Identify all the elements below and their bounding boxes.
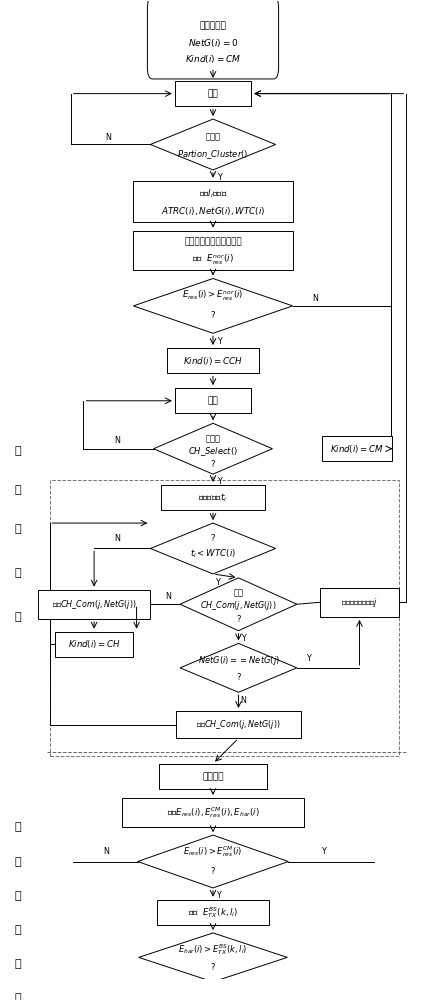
Text: $ATRC(i), NetG(i), WTC(i)$: $ATRC(i), NetG(i), WTC(i)$ [161, 205, 265, 217]
Text: $E_{res}(i)>E_{res}^{nor}(i)$: $E_{res}(i)>E_{res}^{nor}(i)$ [182, 289, 244, 303]
Text: 接收: 接收 [233, 588, 244, 597]
Text: $Kind(i)=CM$: $Kind(i)=CM$ [331, 443, 384, 455]
Text: Y: Y [217, 337, 222, 346]
Text: Y: Y [215, 578, 220, 587]
Bar [49, 480, 399, 756]
Bar [320, 588, 400, 617]
Text: 接收到: 接收到 [205, 132, 221, 141]
Text: ?: ? [211, 534, 215, 543]
Text: $NetG(i)=0$: $NetG(i)=0$ [188, 37, 238, 49]
Text: ?: ? [211, 867, 215, 876]
Text: 计算  $E_{TX}^{BS}(k,l_i)$: 计算 $E_{TX}^{BS}(k,l_i)$ [188, 905, 238, 920]
Text: Y: Y [306, 654, 311, 663]
Text: $CH\_Select()$: $CH\_Select()$ [188, 445, 238, 458]
Text: Y: Y [217, 477, 222, 486]
Text: 丢弃$CH\_Com(j,NetG(j))$: 丢弃$CH\_Com(j,NetG(j))$ [196, 718, 281, 731]
Text: 传: 传 [14, 891, 21, 901]
Text: 阶: 阶 [14, 959, 21, 969]
Text: $Kind(i)=CCH$: $Kind(i)=CCH$ [183, 355, 243, 367]
Polygon shape [180, 578, 297, 631]
Text: 收集数据: 收集数据 [202, 772, 224, 781]
Text: 等待: 等待 [207, 89, 219, 98]
Text: ?: ? [211, 311, 215, 320]
Text: 能量  $E_{res}^{nor}(i)$: 能量 $E_{res}^{nor}(i)$ [192, 253, 234, 267]
Bar [122, 798, 304, 827]
Bar [133, 181, 293, 222]
Text: N: N [165, 592, 171, 601]
Text: $t_i<WTC(i)$: $t_i<WTC(i)$ [190, 547, 236, 560]
Bar [133, 231, 293, 270]
Text: N: N [240, 696, 246, 705]
Text: N: N [103, 847, 109, 856]
Text: ?: ? [211, 460, 215, 469]
Text: ?: ? [236, 673, 241, 682]
Text: 段: 段 [14, 993, 21, 1000]
Polygon shape [150, 119, 276, 170]
Text: 输: 输 [14, 925, 21, 935]
Bar [55, 632, 133, 657]
Text: 簇: 簇 [14, 446, 21, 456]
Text: N: N [115, 534, 121, 543]
Polygon shape [180, 643, 297, 692]
Bar [161, 485, 265, 510]
Text: Y: Y [217, 173, 222, 182]
Polygon shape [133, 279, 293, 333]
Text: 建: 建 [14, 485, 21, 495]
Polygon shape [153, 423, 273, 474]
Text: $E_{har}(i)>E_{TX}^{BS}(k,l_i)$: $E_{har}(i)>E_{TX}^{BS}(k,l_i)$ [178, 942, 248, 957]
Text: $Partion\_Cluster()$: $Partion\_Cluster()$ [177, 148, 249, 161]
Text: 计算$E_{res}(i),E_{res}^{CM}(i),E_{har}(i)$: 计算$E_{res}(i),E_{res}^{CM}(i),E_{har}(i)… [167, 805, 259, 820]
Text: 据: 据 [14, 857, 21, 867]
Text: Y: Y [321, 847, 326, 856]
Polygon shape [138, 835, 288, 888]
Text: 立: 立 [14, 524, 21, 534]
Text: ?: ? [211, 963, 215, 972]
Text: N: N [114, 436, 120, 445]
Text: ?: ? [236, 615, 241, 624]
Bar [175, 388, 251, 413]
Bar [322, 436, 392, 461]
Text: 启动定时器$t_i$: 启动定时器$t_i$ [199, 491, 227, 504]
Text: Y: Y [216, 891, 221, 900]
Text: 关闭定时器，保存$j$: 关闭定时器，保存$j$ [341, 596, 378, 609]
Text: 计算邻居节点的平均剩余: 计算邻居节点的平均剩余 [184, 238, 242, 247]
Text: $NetG(i)==NetG(j)$: $NetG(i)==NetG(j)$ [198, 654, 279, 667]
Text: N: N [106, 133, 112, 142]
Text: Y: Y [241, 634, 246, 643]
Bar [159, 764, 267, 789]
Text: $CH\_Com(j,NetG(j))$: $CH\_Com(j,NetG(j))$ [200, 599, 276, 612]
Bar [176, 711, 301, 738]
Text: 接收到: 接收到 [205, 434, 221, 443]
Text: 阶: 阶 [14, 568, 21, 578]
Text: 数: 数 [14, 822, 21, 832]
Polygon shape [150, 523, 276, 574]
FancyBboxPatch shape [147, 0, 279, 79]
Bar [157, 900, 269, 925]
Text: 广播$CH\_Com(j,NetG(j))$: 广播$CH\_Com(j,NetG(j))$ [52, 598, 136, 611]
Text: $E_{res}(i)>E_{res}^{CM}(i)$: $E_{res}(i)>E_{res}^{CM}(i)$ [183, 844, 243, 859]
Bar [38, 590, 150, 619]
Text: 计算$l_i$，更新: 计算$l_i$，更新 [199, 187, 227, 200]
Text: N: N [312, 294, 318, 303]
Text: $Kind(i)=CM$: $Kind(i)=CM$ [185, 53, 241, 65]
Text: $Kind(i)=CH$: $Kind(i)=CH$ [68, 638, 121, 650]
Bar [167, 348, 259, 373]
Text: 等待: 等待 [207, 396, 219, 405]
Text: 段: 段 [14, 612, 21, 622]
Text: 节点初始化: 节点初始化 [199, 22, 227, 31]
Bar [175, 81, 251, 106]
Polygon shape [139, 933, 287, 982]
